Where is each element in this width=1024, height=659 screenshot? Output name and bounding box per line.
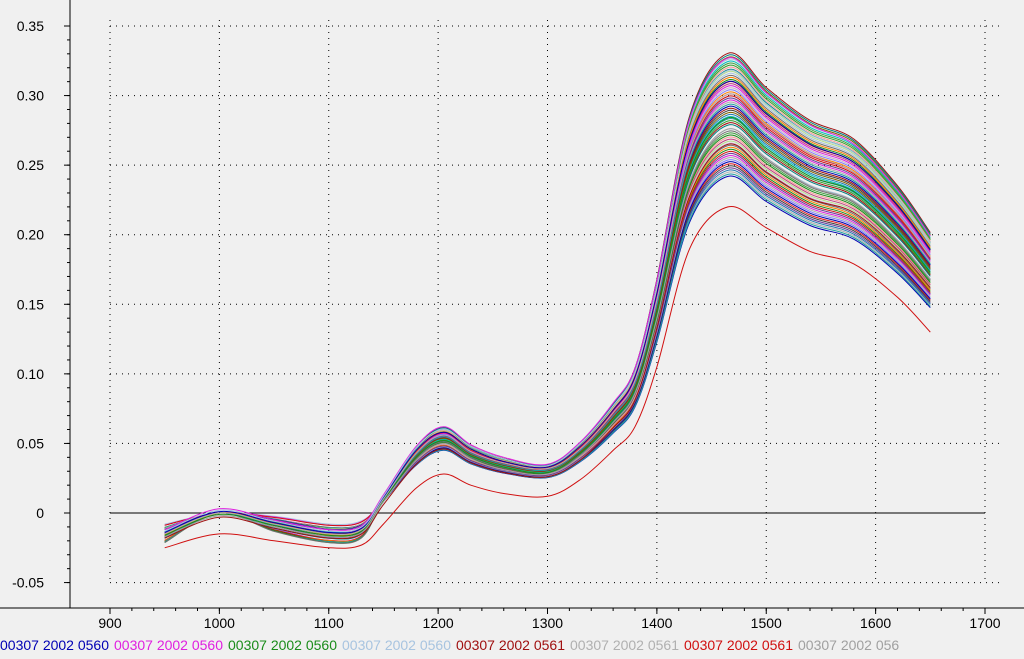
x-tick-label: 1200 (423, 615, 454, 631)
grid (70, 0, 1024, 608)
axes (0, 0, 1024, 614)
legend-entry: 00307 2002 0561 (456, 637, 565, 653)
y-tick-label: -0.05 (12, 575, 44, 591)
series-line-7 (164, 128, 931, 538)
legend-entry: 00307 2002 0560 (0, 637, 109, 653)
series-line-1 (164, 57, 931, 531)
series-line-5 (164, 93, 931, 535)
x-tick-label: 1700 (969, 615, 1000, 631)
x-tick-label: 1600 (860, 615, 891, 631)
y-tick-label: 0.20 (17, 227, 44, 243)
series-line-4 (164, 143, 931, 540)
series-line-3 (164, 69, 931, 533)
y-tick-label: 0 (36, 505, 44, 521)
y-tick-label: 0.15 (17, 296, 44, 312)
y-tick-label: 0.30 (17, 88, 44, 104)
x-tick-label: 1300 (532, 615, 563, 631)
y-tick-labels: 0.35 0.30 0.25 0.20 0.15 0.10 0.05 0 -0.05 (12, 18, 44, 591)
series-line-2 (164, 117, 931, 537)
legend: 00307 2002 0560 00307 2002 0560 00307 2002… (0, 636, 1024, 654)
series-line-0 (164, 80, 931, 534)
series-lines (164, 52, 931, 549)
x-tick-labels: 900 1000 1100 1200 1300 1400 1500 1600 1700 (98, 615, 1000, 631)
y-tick-label: 0.35 (17, 18, 44, 34)
legend-entry: 00307 2002 0560 (114, 637, 223, 653)
legend-entry: 00307 2002 056 (798, 637, 900, 653)
x-tick-label: 1400 (641, 615, 672, 631)
legend-entry: 00307 2002 0560 (342, 637, 451, 653)
x-tick-label: 900 (98, 615, 122, 631)
legend-entry: 00307 2002 0561 (570, 637, 679, 653)
y-tick-label: 0.05 (17, 435, 44, 451)
x-tick-label: 1000 (204, 615, 235, 631)
legend-entry: 00307 2002 0560 (228, 637, 337, 653)
legend-entry: 00307 2002 0561 (684, 637, 793, 653)
spectrum-line (164, 130, 931, 544)
series-line-6 (164, 205, 931, 549)
x-tick-label: 1500 (751, 615, 782, 631)
x-tick-label: 1100 (314, 615, 344, 631)
y-tick-label: 0.10 (17, 366, 44, 382)
y-tick-label: 0.25 (17, 157, 44, 173)
